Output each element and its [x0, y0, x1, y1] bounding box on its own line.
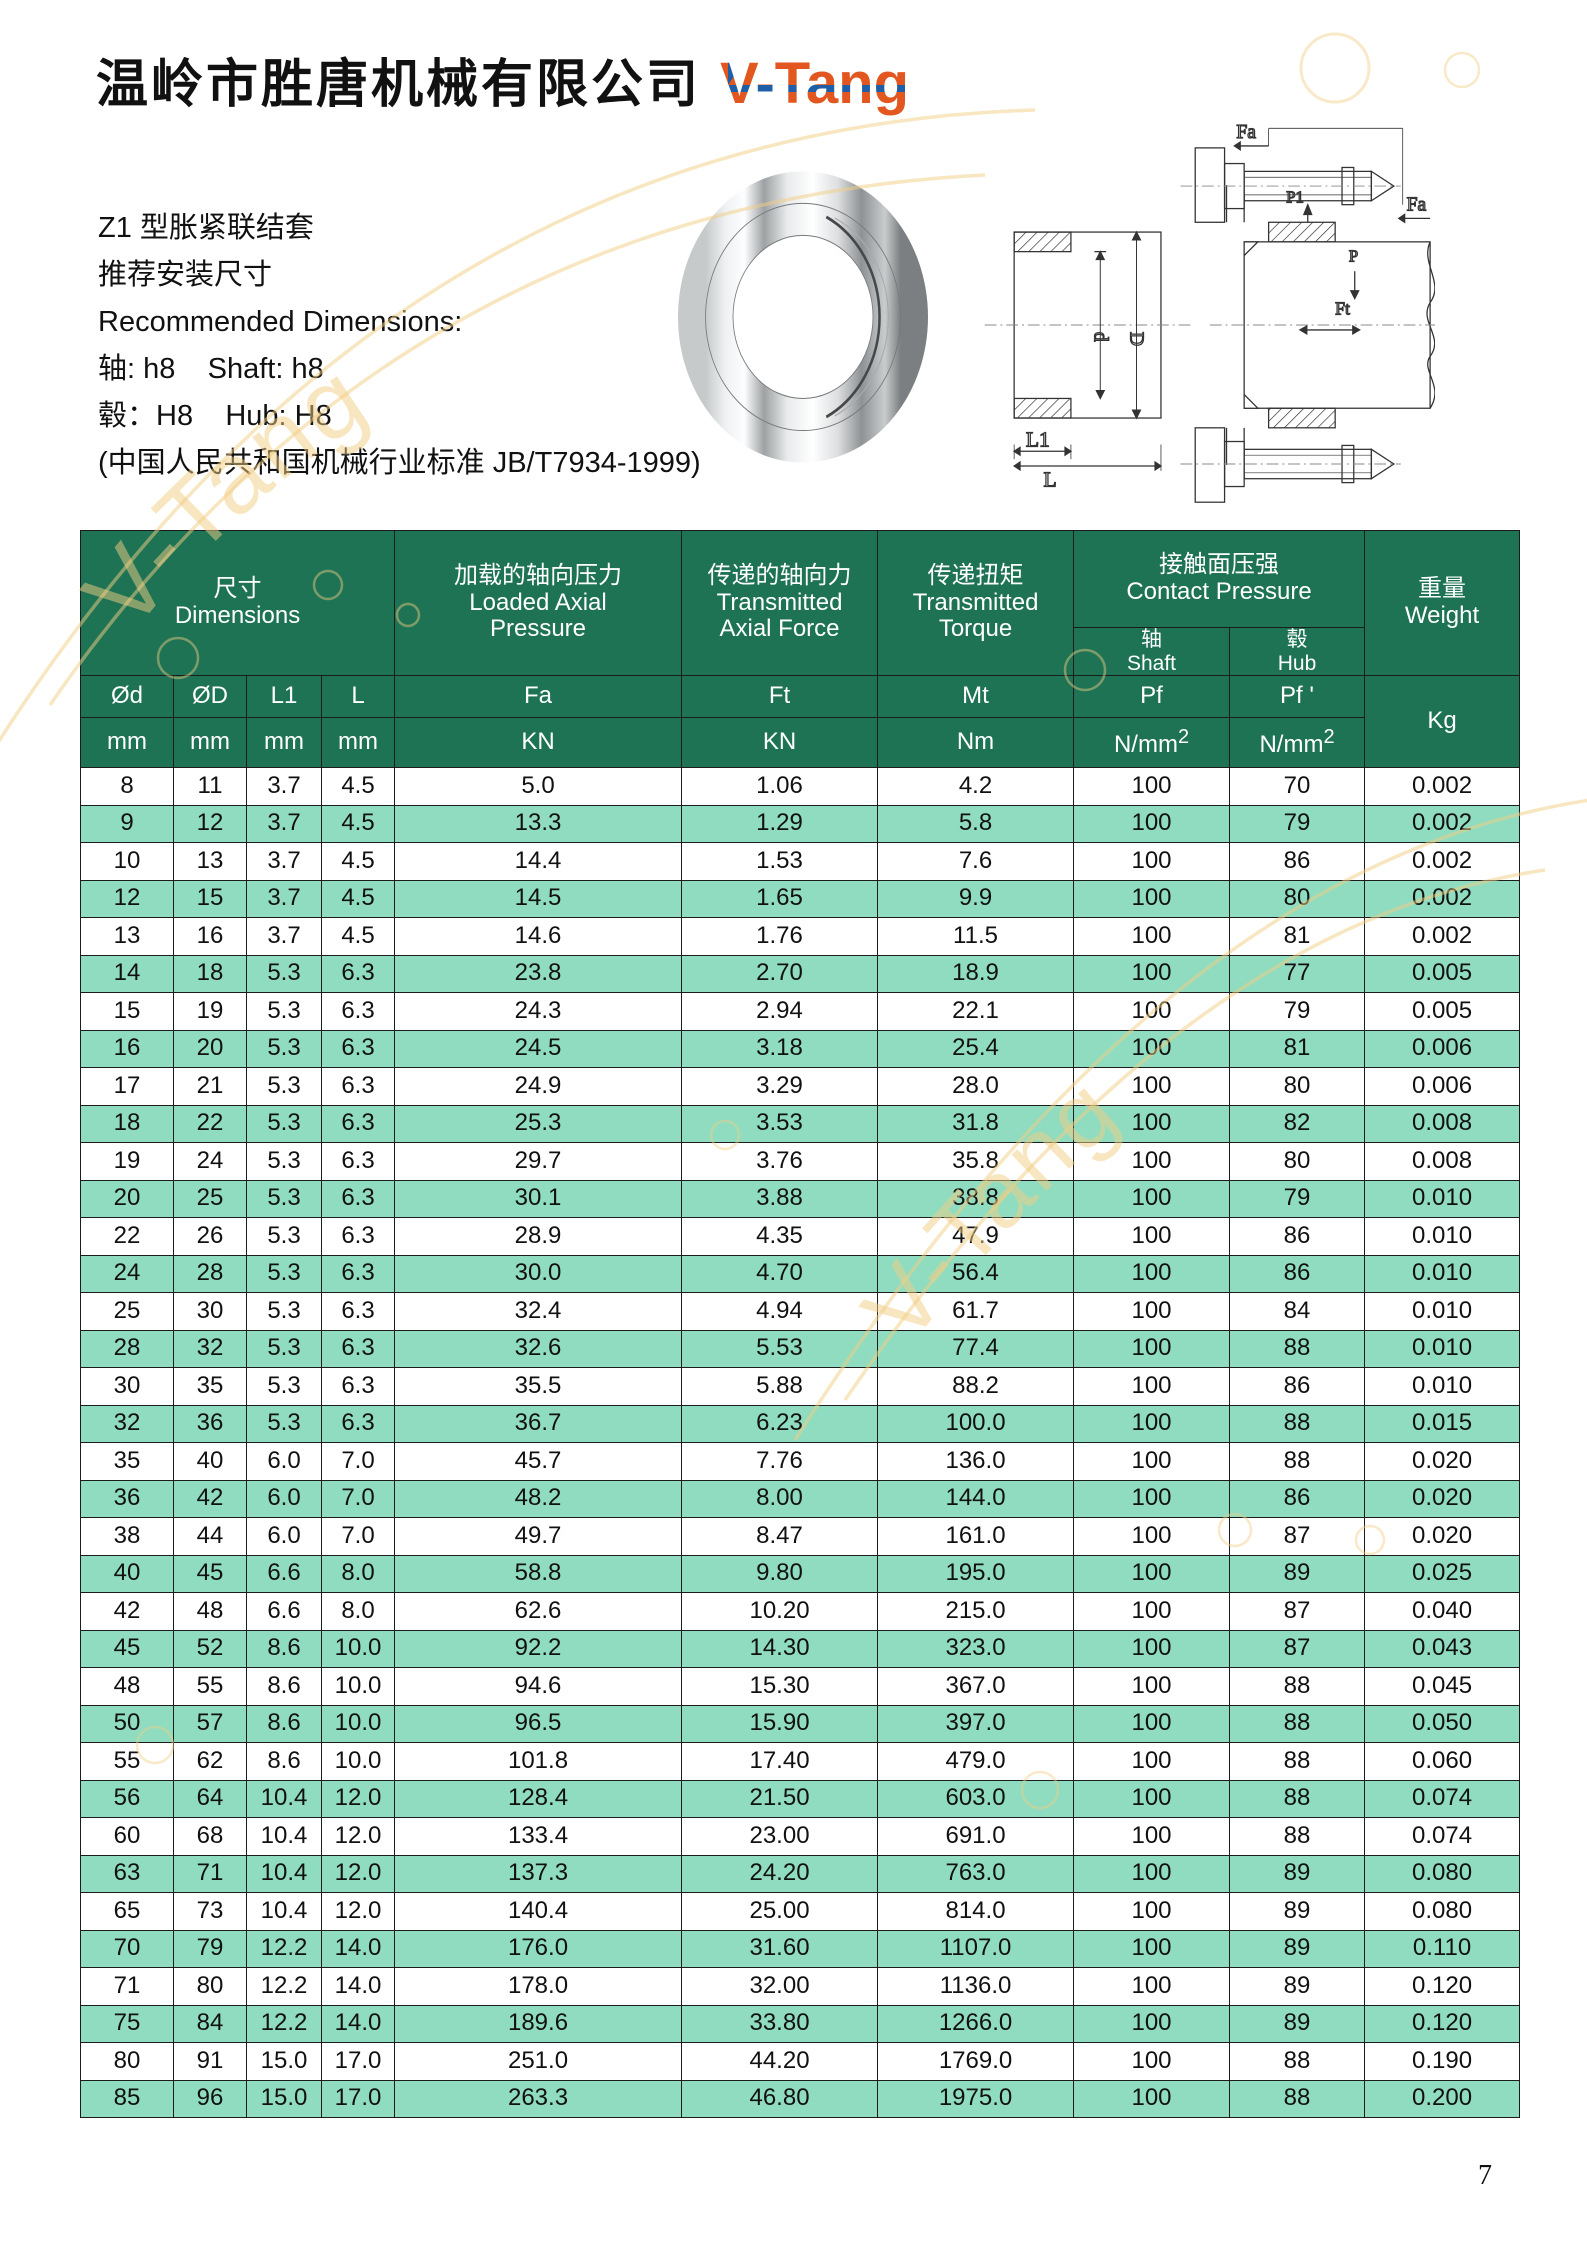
svg-text:D: D [1126, 332, 1147, 346]
svg-text:Fa: Fa [1236, 122, 1256, 143]
svg-text:L: L [1044, 468, 1057, 492]
svg-text:Fa: Fa [1407, 195, 1427, 216]
svg-text:d: d [1089, 332, 1110, 342]
svg-text:Ft: Ft [1335, 298, 1350, 318]
svg-text:P1: P1 [1286, 188, 1304, 207]
svg-text:L1: L1 [1026, 427, 1050, 451]
svg-text:P: P [1349, 246, 1358, 265]
